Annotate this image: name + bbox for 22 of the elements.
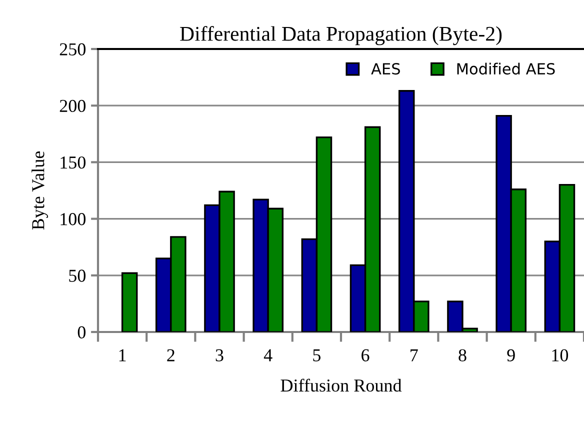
legend-label: Modified AES [457,62,555,75]
x-axis-title: Diffusion Round [280,378,402,392]
x-tick-label: 8 [458,349,466,362]
y-tick-label: 250 [60,43,86,56]
x-tick-label: 7 [410,349,418,362]
y-tick-label: 200 [60,100,86,112]
x-tick-label: 2 [167,349,174,362]
chart-title: Differential Data Propagation (Byte-2) [180,26,502,46]
x-tick-label: 9 [507,349,515,362]
x-tick-label: 3 [216,349,224,362]
bar [121,272,138,332]
y-tick-label: 50 [69,270,86,282]
y-axis-title: Byte Value [32,151,48,230]
y-tick-label: 0 [78,326,86,338]
x-tick-label: 10 [552,349,568,362]
x-tick-label: 4 [264,349,272,362]
x-tick-label: 6 [362,349,370,362]
y-tick-label: 150 [60,156,86,169]
y-tick-label: 100 [60,213,86,226]
x-tick-label: 1 [119,349,126,362]
legend-label: AES [371,63,400,75]
x-tick-label: 5 [313,349,321,362]
